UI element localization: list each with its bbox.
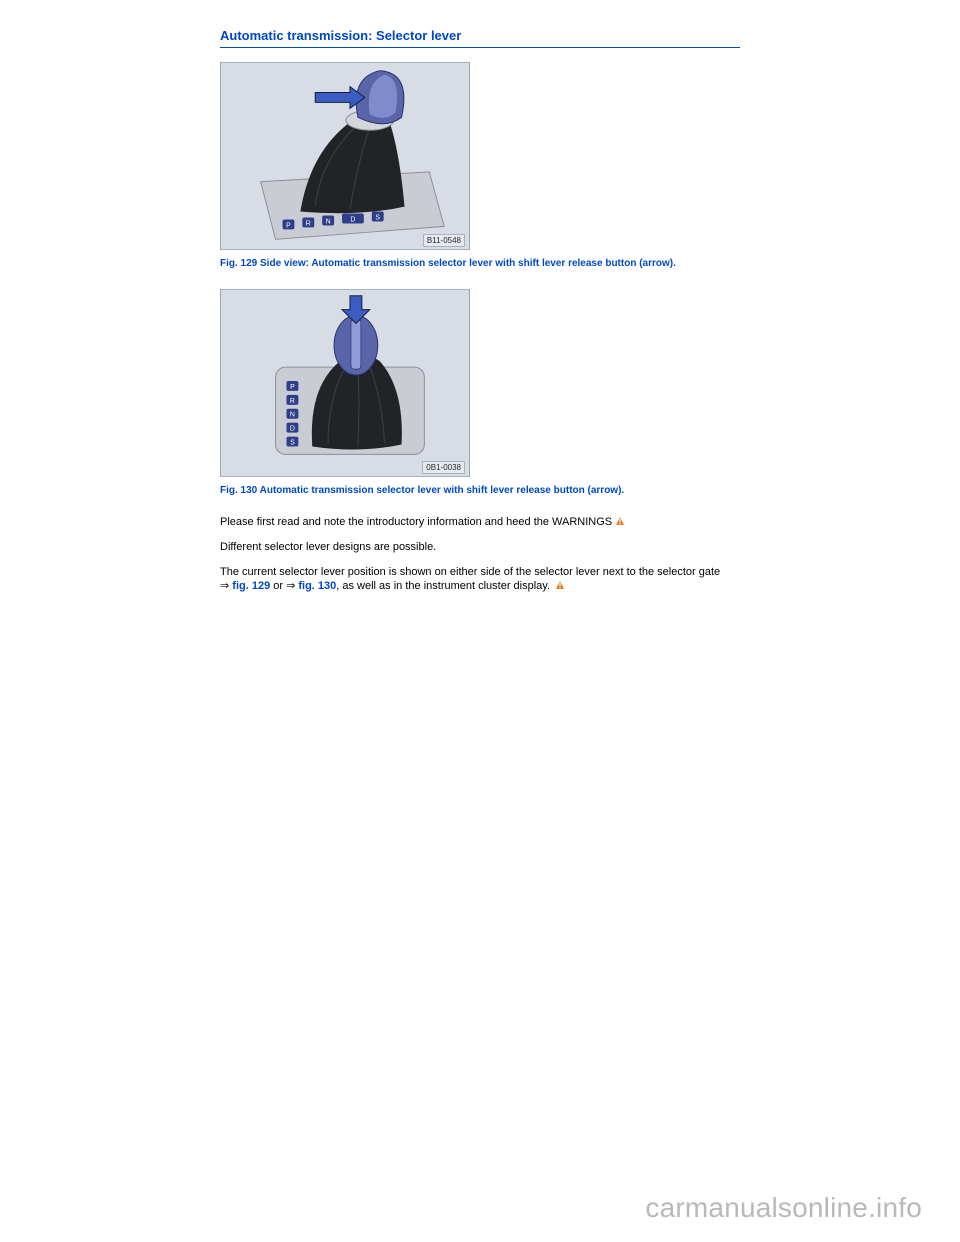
svg-text:D: D: [350, 216, 355, 223]
fig130-tag: 0B1-0038: [422, 461, 465, 474]
para3-b: or ⇒: [270, 580, 298, 592]
svg-text:P: P: [290, 383, 295, 390]
svg-text:R: R: [290, 397, 295, 404]
svg-text:P: P: [286, 222, 291, 229]
warning-icon-2: [555, 580, 565, 594]
svg-text:D: D: [290, 425, 295, 432]
intro-note-text: Please first read and note the introduct…: [220, 516, 612, 528]
title-rule: [220, 47, 740, 48]
ref-fig130[interactable]: fig. 130: [298, 580, 336, 592]
ref-fig129[interactable]: fig. 129: [232, 580, 270, 592]
section-title: Automatic transmission: Selector lever: [220, 28, 740, 43]
svg-text:S: S: [375, 214, 380, 221]
svg-text:N: N: [326, 218, 331, 225]
warning-icon: [615, 516, 625, 530]
fig129-tag: B11-0548: [423, 234, 465, 247]
fig130-svg: P R N D S: [221, 289, 469, 477]
figure-129: P R N D S B11-0548: [220, 62, 470, 250]
fig129-caption: Fig. 129 Side view: Automatic transmissi…: [220, 258, 740, 271]
para-designs: Different selector lever designs are pos…: [220, 540, 740, 554]
svg-text:N: N: [290, 411, 295, 418]
watermark: carmanualsonline.info: [645, 1192, 922, 1224]
svg-text:S: S: [290, 439, 295, 446]
figure-130: P R N D S 0B1-0038: [220, 289, 470, 477]
para3-c: , as well as in the instrument cluster d…: [336, 580, 550, 592]
svg-text:R: R: [306, 220, 311, 227]
page: Automatic transmission: Selector lever P…: [0, 0, 960, 634]
fig130-caption: Fig. 130 Automatic transmission selector…: [220, 485, 740, 498]
intro-note: Please first read and note the introduct…: [220, 515, 740, 530]
fig129-svg: P R N D S: [221, 62, 469, 250]
para-position: The current selector lever position is s…: [220, 565, 740, 595]
